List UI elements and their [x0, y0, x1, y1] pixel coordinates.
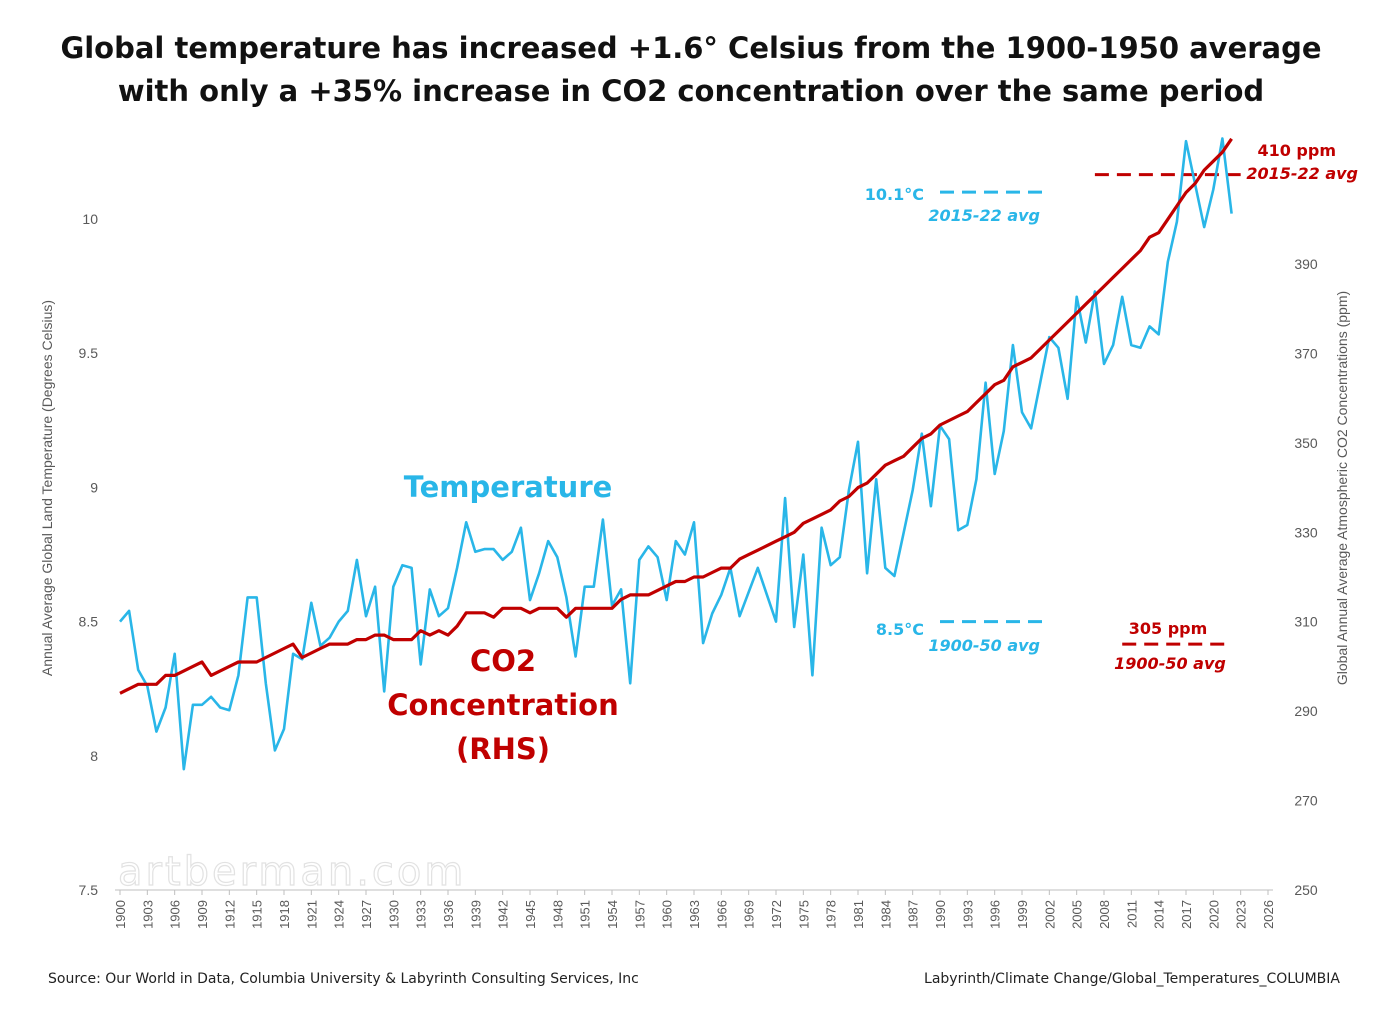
x-tick-label: 1951 — [578, 900, 593, 929]
y-left-axis-title: Annual Average Global Land Temperature (… — [39, 300, 55, 676]
annotation-co2-base-period: 1900-50 avg — [1114, 654, 1226, 673]
x-tick-label: 1990 — [933, 900, 948, 929]
x-tick-label: 2026 — [1261, 900, 1276, 929]
x-tick-label: 2020 — [1206, 900, 1221, 929]
x-tick-label: 1939 — [468, 900, 483, 929]
co2-line — [119, 137, 1233, 695]
x-tick-label: 1945 — [523, 900, 538, 929]
y-right-tick-label: 370 — [1294, 345, 1318, 361]
x-tick-label: 1906 — [168, 900, 183, 929]
y-right-ticks: 250 270 290 310 330 350 370 390 — [1294, 256, 1318, 898]
x-tick-label: 1960 — [660, 900, 675, 929]
x-tick-label: 1978 — [824, 900, 839, 929]
x-tick-label: 1966 — [714, 900, 729, 929]
y-left-tick-label: 8 — [90, 748, 98, 764]
annotation-temp-recent-value: 10.1°C — [865, 185, 924, 204]
x-tick-label: 1915 — [250, 900, 265, 929]
x-ticks: 1900 1903 1906 1909 1912 1915 1918 1921 1924 1927… — [113, 890, 1276, 929]
series-lines — [119, 137, 1233, 771]
x-tick-label: 1984 — [878, 900, 893, 929]
y-left-tick-label: 9.5 — [79, 345, 99, 361]
x-tick-label: 1930 — [386, 900, 401, 929]
y-right-tick-label: 350 — [1294, 435, 1318, 451]
x-tick-label: 1942 — [496, 900, 511, 929]
footer-source: Source: Our World in Data, Columbia Univ… — [48, 971, 639, 987]
x-tick-label: 1909 — [195, 900, 210, 929]
annotation-co2-line3: (RHS) — [456, 732, 550, 766]
x-tick-label: 1975 — [796, 900, 811, 929]
x-tick-label: 1933 — [414, 900, 429, 929]
x-tick-label: 1963 — [687, 900, 702, 929]
x-tick-label: 1993 — [960, 900, 975, 929]
x-tick-label: 1969 — [742, 900, 757, 929]
x-tick-label: 1948 — [550, 900, 565, 929]
x-tick-label: 1903 — [140, 900, 155, 929]
x-tick-label: 1924 — [332, 900, 347, 929]
annotation-temp-base-period: 1900-50 avg — [928, 636, 1040, 655]
watermark: artberman.com — [118, 849, 466, 895]
x-tick-label: 2005 — [1070, 900, 1085, 929]
y-right-tick-label: 330 — [1294, 524, 1318, 540]
x-tick-label: 2008 — [1097, 900, 1112, 929]
x-tick-label: 1918 — [277, 900, 292, 929]
x-tick-label: 1954 — [605, 900, 620, 929]
y-left-tick-label: 8.5 — [79, 614, 99, 630]
annotation-co2-recent-period: 2015-22 avg — [1246, 164, 1358, 183]
x-tick-label: 1927 — [359, 900, 374, 929]
x-tick-label: 1921 — [304, 900, 319, 929]
annotation-co2-recent-value: 410 ppm — [1257, 141, 1336, 160]
x-tick-label: 2011 — [1124, 900, 1139, 928]
annotation-co2-line2: Concentration — [387, 688, 618, 722]
annotation-temp-recent-period: 2015-22 avg — [928, 206, 1040, 225]
x-tick-label: 1900 — [113, 900, 128, 929]
annotation-co2-line1: CO2 — [470, 644, 536, 678]
y-right-tick-label: 390 — [1294, 256, 1318, 272]
x-tick-label: 1936 — [441, 900, 456, 929]
y-right-tick-label: 250 — [1294, 882, 1318, 898]
x-tick-label: 1999 — [1015, 900, 1030, 929]
reference-lines — [940, 173, 1241, 646]
y-right-tick-label: 290 — [1294, 703, 1318, 719]
y-left-tick-label: 7.5 — [79, 882, 99, 898]
y-left-tick-label: 9 — [90, 479, 98, 495]
y-right-tick-label: 270 — [1294, 793, 1318, 809]
x-tick-label: 2023 — [1234, 900, 1249, 929]
x-tick-label: 1972 — [769, 900, 784, 929]
x-tick-label: 2017 — [1179, 900, 1194, 929]
temperature-line — [119, 137, 1233, 771]
annotation-temperature: Temperature — [404, 470, 613, 504]
x-tick-label: 2014 — [1152, 900, 1167, 929]
annotation-temp-base-value: 8.5°C — [876, 620, 924, 639]
footer-path: Labyrinth/Climate Change/Global_Temperat… — [924, 971, 1340, 987]
x-tick-label: 1957 — [632, 900, 647, 929]
x-tick-label: 1912 — [222, 900, 237, 929]
y-right-tick-label: 310 — [1294, 614, 1318, 630]
y-left-ticks: 7.5 8 8.5 9 9.5 10 — [79, 211, 99, 898]
chart-title-line-1: Global temperature has increased +1.6° C… — [60, 31, 1321, 65]
annotation-co2-base-value: 305 ppm — [1129, 619, 1208, 638]
y-right-axis-title: Global Annual Average Atmospheric CO2 Co… — [1334, 291, 1350, 685]
x-tick-label: 1981 — [851, 900, 866, 929]
x-tick-label: 1996 — [988, 900, 1003, 929]
chart-title-line-2: with only a +35% increase in CO2 concent… — [118, 74, 1264, 108]
x-tick-label: 2002 — [1042, 900, 1057, 929]
x-tick-label: 1987 — [906, 900, 921, 929]
y-left-tick-label: 10 — [82, 211, 98, 227]
